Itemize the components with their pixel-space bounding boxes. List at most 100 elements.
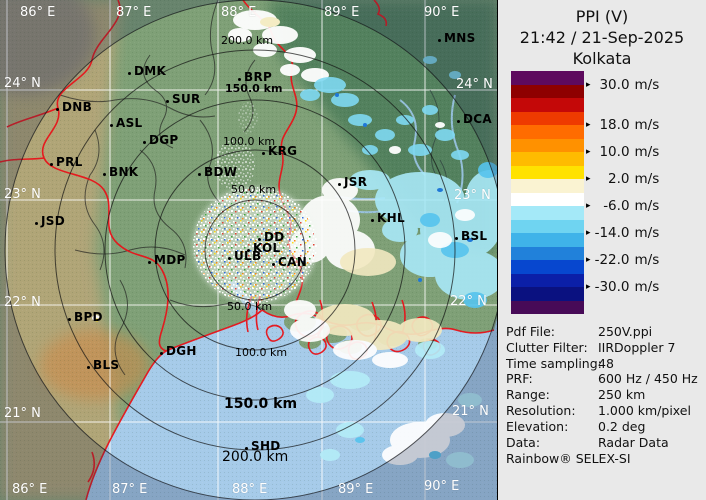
scan-datetime: 21:42 / 21-Sep-2025 bbox=[519, 28, 685, 47]
city-code-label: CAN bbox=[278, 255, 308, 269]
velocity-color-scale bbox=[511, 71, 584, 314]
grid-coordinate-label: 87° E bbox=[112, 482, 148, 497]
scale-tick: ▸ -22.0 m/s bbox=[586, 252, 659, 268]
city-dot-icon bbox=[166, 100, 169, 103]
city-code-label: BSL bbox=[461, 229, 488, 243]
city-dot-icon bbox=[338, 183, 341, 186]
city-code-label: MNS bbox=[444, 31, 476, 45]
range-ring-label: 150.0 km bbox=[225, 82, 283, 95]
city-code-label: BLS bbox=[93, 358, 120, 372]
city-dot-icon bbox=[228, 257, 231, 260]
grid-coordinate-label: 86° E bbox=[20, 5, 56, 20]
metadata-label: Pdf File: bbox=[506, 324, 555, 339]
city-dot-icon bbox=[371, 219, 374, 222]
metadata-value: IIRDoppler 7 bbox=[598, 339, 676, 355]
tick-unit: m/s bbox=[634, 117, 660, 133]
city-code-label: BNK bbox=[109, 165, 139, 179]
tick-value: 30.0 bbox=[599, 76, 630, 93]
city-code-label: DMK bbox=[134, 64, 167, 78]
tick-arrow-icon: ▸ bbox=[586, 120, 591, 130]
color-scale-block bbox=[511, 71, 584, 85]
color-scale-block bbox=[511, 206, 584, 220]
color-scale-block bbox=[511, 111, 584, 125]
tick-value: 18.0 bbox=[599, 117, 630, 133]
metadata-label: Resolution: bbox=[506, 402, 576, 418]
station-name: Kolkata bbox=[572, 49, 632, 68]
city-code-label: KOL bbox=[253, 241, 281, 255]
city-code-label: ULB bbox=[234, 249, 262, 263]
city-dot-icon bbox=[68, 318, 71, 321]
city-code-label: BPD bbox=[74, 310, 103, 324]
tick-arrow-icon: ▸ bbox=[586, 255, 591, 265]
tick-value: -6.0 bbox=[603, 198, 630, 214]
metadata-label: Data: bbox=[506, 434, 541, 450]
city-code-label: JSR bbox=[344, 175, 368, 189]
scale-tick: ▸ -6.0 m/s bbox=[586, 198, 659, 214]
city-dot-icon bbox=[148, 261, 151, 264]
velocity-scale-ticks: ▸ 30.0 m/s ▸ 18.0 m/s ▸ 10.0 m/s ▸ 2.0 m/s ▸ -6.0 m/s ▸… bbox=[586, 71, 704, 331]
city-dot-icon bbox=[143, 141, 146, 144]
tick-value: 2.0 bbox=[608, 171, 630, 187]
tick-arrow-icon: ▸ bbox=[586, 228, 591, 238]
metadata-row: Resolution: 1.000 km/pixel bbox=[506, 403, 704, 419]
range-ring-label: 200.0 km bbox=[221, 34, 274, 47]
grid-coordinate-label: 24° N bbox=[4, 76, 41, 91]
color-scale-block bbox=[511, 287, 584, 301]
tick-arrow-icon: ▸ bbox=[586, 282, 591, 292]
city-dot-icon bbox=[455, 237, 458, 240]
grid-coordinate-label: 88° E bbox=[232, 482, 268, 497]
range-ring-label: 50.0 km bbox=[231, 183, 277, 196]
range-ring-label: 50.0 km bbox=[227, 300, 273, 313]
metadata-label: Clutter Filter: bbox=[506, 339, 588, 355]
grid-coordinate-label: 89° E bbox=[338, 482, 374, 497]
city-code-label: BDW bbox=[204, 165, 238, 179]
tick-unit: m/s bbox=[634, 144, 660, 160]
scale-tick: ▸ -30.0 m/s bbox=[586, 279, 659, 295]
city-code-label: KRG bbox=[268, 144, 298, 158]
color-scale-block bbox=[511, 300, 584, 314]
city-dot-icon bbox=[103, 173, 106, 176]
grid-coordinate-label: 21° N bbox=[452, 404, 489, 419]
color-scale-block bbox=[511, 84, 584, 98]
scale-tick: ▸ 30.0 m/s bbox=[586, 76, 660, 93]
product-title: PPI (V) bbox=[575, 7, 629, 26]
tick-value: 10.0 bbox=[599, 144, 630, 160]
metadata-label: PRF: bbox=[506, 371, 533, 387]
tick-arrow-icon: ▸ bbox=[586, 147, 591, 157]
city-dot-icon bbox=[457, 120, 460, 123]
city-code-label: DGP bbox=[149, 133, 179, 147]
tick-unit: m/s bbox=[634, 76, 660, 93]
tick-arrow-icon: ▸ bbox=[586, 201, 591, 211]
city-dot-icon bbox=[56, 108, 59, 111]
metadata-row: PRF: 600 Hz / 450 Hz bbox=[506, 371, 704, 387]
grid-coordinate-label: 89° E bbox=[324, 5, 360, 20]
range-ring-label: 150.0 km bbox=[224, 396, 298, 412]
tick-unit: m/s bbox=[634, 171, 660, 187]
metadata-label: Time sampling: bbox=[506, 355, 602, 371]
city-dot-icon bbox=[198, 173, 201, 176]
grid-coordinate-label: 88° E bbox=[221, 5, 257, 20]
scale-tick: ▸ 2.0 m/s bbox=[586, 171, 660, 187]
metadata-row: Clutter Filter: IIRDoppler 7 bbox=[506, 340, 704, 356]
city-code-label: JSD bbox=[41, 214, 65, 228]
grid-coordinate-label: 23° N bbox=[454, 188, 491, 203]
metadata-label: Elevation: bbox=[506, 418, 569, 434]
grid-coordinate-label: 90° E bbox=[424, 479, 460, 494]
metadata-label: Range: bbox=[506, 387, 550, 403]
color-scale-block bbox=[511, 273, 584, 287]
metadata-value: 48 bbox=[598, 355, 614, 371]
grid-coordinate-label: 90° E bbox=[424, 5, 460, 20]
city-dot-icon bbox=[245, 447, 248, 450]
radar-map-art bbox=[0, 0, 497, 500]
metadata-row: Pdf File: 250V.ppi bbox=[506, 324, 704, 340]
color-scale-block bbox=[511, 138, 584, 152]
metadata-value: Radar Data bbox=[598, 434, 669, 450]
tick-value: -14.0 bbox=[594, 225, 630, 241]
city-dot-icon bbox=[438, 39, 441, 42]
grid-coordinate-label: 86° E bbox=[12, 482, 48, 497]
scale-tick: ▸ -14.0 m/s bbox=[586, 225, 659, 241]
city-code-label: DNB bbox=[62, 100, 93, 114]
grid-coordinate-label: 21° N bbox=[4, 406, 41, 421]
info-panel: PPI (V) 21:42 / 21-Sep-2025 Kolkata ▸ 30.… bbox=[497, 0, 706, 500]
